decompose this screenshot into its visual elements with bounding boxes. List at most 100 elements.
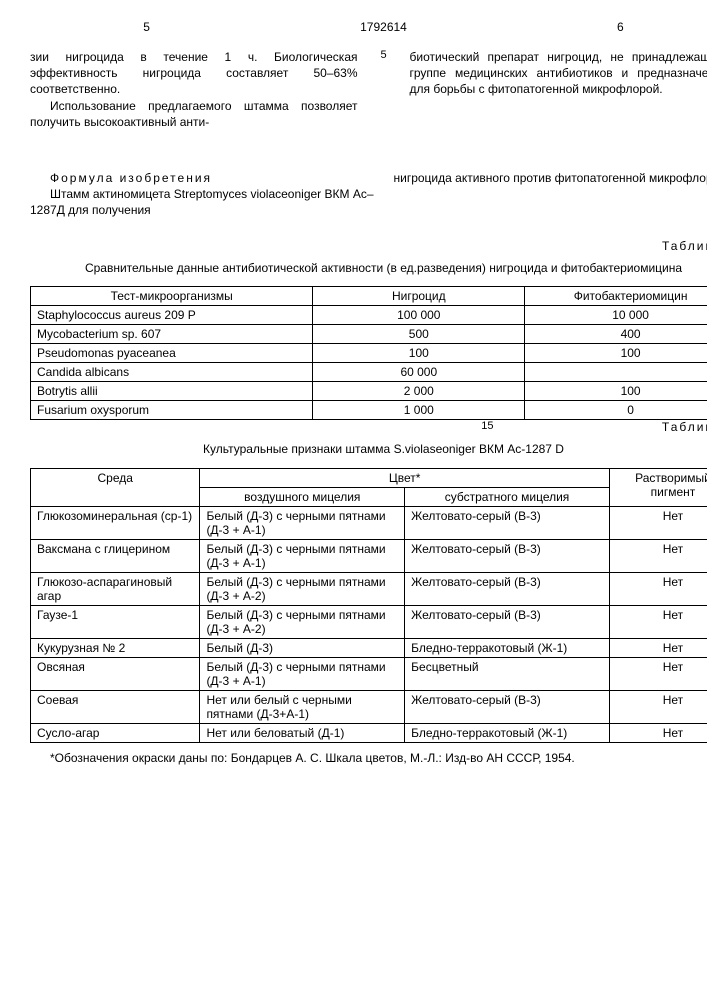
table-cell: Нет [609, 506, 707, 539]
table-row: Сусло-агарНет или беловатый (Д-1)Бледно-… [31, 723, 707, 742]
table-cell: Бледно-терракотовый (Ж-1) [405, 638, 610, 657]
table-row: Глюкозо-аспарагиновый агарБелый (Д-3) с … [31, 572, 707, 605]
table-cell: Сусло-агар [31, 723, 200, 742]
th-air-mycelium: воздушного мицелия [200, 487, 405, 506]
table-cell: Ваксмана с глицерином [31, 539, 200, 572]
table-cell: Нет [609, 638, 707, 657]
table2-label: Таблица 2 [662, 420, 707, 434]
table-cell [525, 363, 707, 382]
table-cell: Нет [609, 690, 707, 723]
formula-col-right: нигроцида активного против фитопатогенно… [394, 170, 707, 219]
table-row: Botrytis allii2 000100 [31, 382, 707, 401]
table-cell: Глюкозоминеральная (ср-1) [31, 506, 200, 539]
table-cell: Белый (Д-3) с черными пятнами (Д-3 + А-1… [200, 539, 405, 572]
table-cell: Mycobacterium sp. 607 [31, 325, 313, 344]
table-cell: 10 000 [525, 306, 707, 325]
table-cell: 0 [525, 401, 707, 420]
th-organism: Тест-микроорганизмы [31, 287, 313, 306]
table-row: Fusarium oxysporum1 0000 [31, 401, 707, 420]
table-row: Candida albicans60 000 [31, 363, 707, 382]
table-cell: Желтовато-серый (В-3) [405, 605, 610, 638]
table-cell: 400 [525, 325, 707, 344]
body-p1: зии нигроцида в течение 1 ч. Биологическ… [30, 49, 358, 98]
th-phyto: Фитобактериомицин [525, 287, 707, 306]
table-row: Кукурузная № 2Белый (Д-3)Бледно-терракот… [31, 638, 707, 657]
table-cell: Pseudomonas pyaceanea [31, 344, 313, 363]
marker-15: 15 [481, 420, 493, 434]
table-cell: Соевая [31, 690, 200, 723]
table-cell: Candida albicans [31, 363, 313, 382]
table-cell: 100 [313, 344, 525, 363]
table-row: Глюкозоминеральная (ср-1)Белый (Д-3) с ч… [31, 506, 707, 539]
table-cell: Желтовато-серый (В-3) [405, 572, 610, 605]
page-num-right: 6 [504, 20, 707, 34]
table-cell: 2 000 [313, 382, 525, 401]
table-cell: Белый (Д-3) с черными пятнами (Д-3 + А-2… [200, 605, 405, 638]
th-sub-mycelium: субстратного мицелия [405, 487, 610, 506]
th-pigment: Растворимый пигмент [609, 468, 707, 506]
table-header-row: Среда Цвет* Растворимый пигмент [31, 468, 707, 487]
table-cell: Нет или белый с черными пятнами (Д-3+А-1… [200, 690, 405, 723]
page-header: 5 1792614 6 [30, 20, 707, 34]
table-cell: Белый (Д-3) [200, 638, 405, 657]
table-cell: Желтовато-серый (В-3) [405, 690, 610, 723]
table-cell: 500 [313, 325, 525, 344]
table-cell: 100 [525, 382, 707, 401]
table-cell: Нет [609, 605, 707, 638]
mid-marker-row: 15 Таблица 2 [30, 420, 707, 434]
body-col-left: зии нигроцида в течение 1 ч. Биологическ… [30, 49, 358, 130]
th-media: Среда [31, 468, 200, 506]
line-marker-5: 5 [378, 49, 390, 130]
table-row: ОвсянаяБелый (Д-3) с черными пятнами (Д-… [31, 657, 707, 690]
table-header-row: Тест-микроорганизмы Нигроцид Фитобактери… [31, 287, 707, 306]
table-row: Staphylococcus aureus 209 P100 00010 000 [31, 306, 707, 325]
table-cell: Fusarium oxysporum [31, 401, 313, 420]
table1: Тест-микроорганизмы Нигроцид Фитобактери… [30, 286, 707, 420]
table-cell: Staphylococcus aureus 209 P [31, 306, 313, 325]
table-cell: Белый (Д-3) с черными пятнами (Д-3 + А-1… [200, 506, 405, 539]
table-cell: Глюкозо-аспарагиновый агар [31, 572, 200, 605]
table-cell: Botrytis allii [31, 382, 313, 401]
table-cell: 100 [525, 344, 707, 363]
table-cell: Бесцветный [405, 657, 610, 690]
table-row: Mycobacterium sp. 607500400 [31, 325, 707, 344]
table-row: СоеваяНет или белый с черными пятнами (Д… [31, 690, 707, 723]
table-cell: Овсяная [31, 657, 200, 690]
table-cell: 100 000 [313, 306, 525, 325]
table-row: Гаузе-1Белый (Д-3) с черными пятнами (Д-… [31, 605, 707, 638]
table-cell: 1 000 [313, 401, 525, 420]
body-p2: Использование предлагаемого штамма позво… [30, 98, 358, 130]
formula-text-right: нигроцида активного против фитопатогенно… [394, 170, 707, 186]
table-cell: Белый (Д-3) с черными пятнами (Д-3 + А-1… [200, 657, 405, 690]
table1-title: Сравнительные данные антибиотической акт… [30, 261, 707, 277]
table-cell: Бледно-терракотовый (Ж-1) [405, 723, 610, 742]
table-cell: Желтовато-серый (В-3) [405, 506, 610, 539]
page-num-left: 5 [30, 20, 263, 34]
table-cell: Нет [609, 572, 707, 605]
table-cell: Кукурузная № 2 [31, 638, 200, 657]
table-cell: 60 000 [313, 363, 525, 382]
th-nigrocid: Нигроцид [313, 287, 525, 306]
formula-section: Формула изобретения Штамм актиномицета S… [30, 170, 707, 219]
table-cell: Нет или беловатый (Д-1) [200, 723, 405, 742]
formula-col-left: Формула изобретения Штамм актиномицета S… [30, 170, 374, 219]
table2-title: Культуральные признаки штамма S.violaseo… [30, 442, 707, 458]
table-cell: Нет [609, 657, 707, 690]
body-p3: биотический препарат нигроцид, не принад… [410, 49, 707, 98]
table-row: Pseudomonas pyaceanea100100 [31, 344, 707, 363]
table-cell: Нет [609, 723, 707, 742]
th-color: Цвет* [200, 468, 609, 487]
patent-number: 1792614 [267, 20, 500, 34]
table2-footnote: *Обозначения окраски даны по: Бондарцев … [30, 751, 707, 767]
table-cell: Гаузе-1 [31, 605, 200, 638]
body-col-right: биотический препарат нигроцид, не принад… [410, 49, 707, 130]
table-cell: Белый (Д-3) с черными пятнами (Д-3 + А-2… [200, 572, 405, 605]
table-row: Ваксмана с глицериномБелый (Д-3) с черны… [31, 539, 707, 572]
formula-heading: Формула изобретения [30, 170, 374, 186]
formula-text-left: Штамм актиномицета Streptomyces violaceo… [30, 186, 374, 218]
table1-label: Таблица 1 [30, 239, 707, 253]
table-cell: Нет [609, 539, 707, 572]
table2: Среда Цвет* Растворимый пигмент воздушно… [30, 468, 707, 743]
table-cell: Желтовато-серый (В-3) [405, 539, 610, 572]
body-text: зии нигроцида в течение 1 ч. Биологическ… [30, 49, 707, 130]
